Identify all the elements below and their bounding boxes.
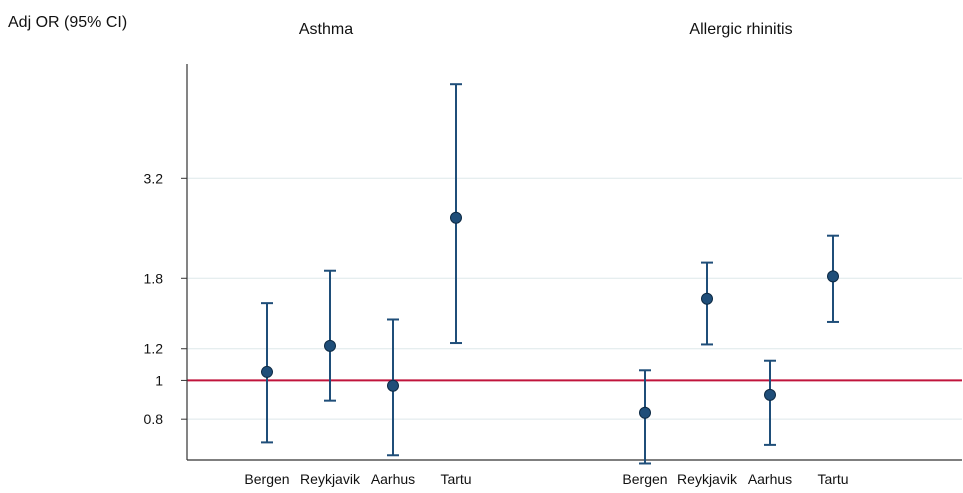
point-group-asthma-reykjavik <box>324 269 336 402</box>
data-marks <box>261 83 839 465</box>
point-group-asthma-bergen <box>261 302 273 444</box>
axes <box>181 64 962 461</box>
odds-ratio-point <box>387 379 399 392</box>
x-tick-label: Reykjavik <box>300 471 361 487</box>
odds-ratio-point <box>450 211 462 224</box>
chart-text: Adj OR (95% CI) Asthma Allergic rhinitis… <box>8 14 849 487</box>
y-tick-label: 1.8 <box>144 270 164 286</box>
odds-ratio-point <box>701 292 713 305</box>
point-group-allergic-rhinitis-tartu <box>827 234 839 323</box>
panel-title-allergic-rhinitis: Allergic rhinitis <box>689 21 792 38</box>
point-group-asthma-aarhus <box>387 318 399 457</box>
y-axis-label: Adj OR (95% CI) <box>8 14 127 31</box>
x-tick-label: Tartu <box>440 471 471 487</box>
odds-ratio-point <box>764 388 776 401</box>
odds-ratio-point <box>261 365 273 378</box>
x-tick-label: Aarhus <box>748 471 792 487</box>
point-group-allergic-rhinitis-reykjavik <box>701 261 713 346</box>
y-tick-label: 0.8 <box>144 411 164 427</box>
x-tick-label: Bergen <box>244 471 289 487</box>
x-tick-label: Reykjavik <box>677 471 738 487</box>
odds-ratio-point <box>827 270 839 283</box>
point-group-allergic-rhinitis-aarhus <box>764 359 776 446</box>
x-tick-label: Bergen <box>622 471 667 487</box>
y-tick-label: 3.2 <box>144 170 164 186</box>
y-tick-label: 1.2 <box>144 341 164 357</box>
y-tick-label: 1 <box>155 372 163 388</box>
panel-title-asthma: Asthma <box>299 21 353 38</box>
x-tick-label: Tartu <box>817 471 848 487</box>
gridlines <box>187 177 962 420</box>
odds-ratio-point <box>324 339 336 352</box>
odds-ratio-point <box>639 406 651 419</box>
x-tick-label: Aarhus <box>371 471 415 487</box>
point-group-asthma-tartu <box>450 83 462 345</box>
point-group-allergic-rhinitis-bergen <box>639 369 651 465</box>
